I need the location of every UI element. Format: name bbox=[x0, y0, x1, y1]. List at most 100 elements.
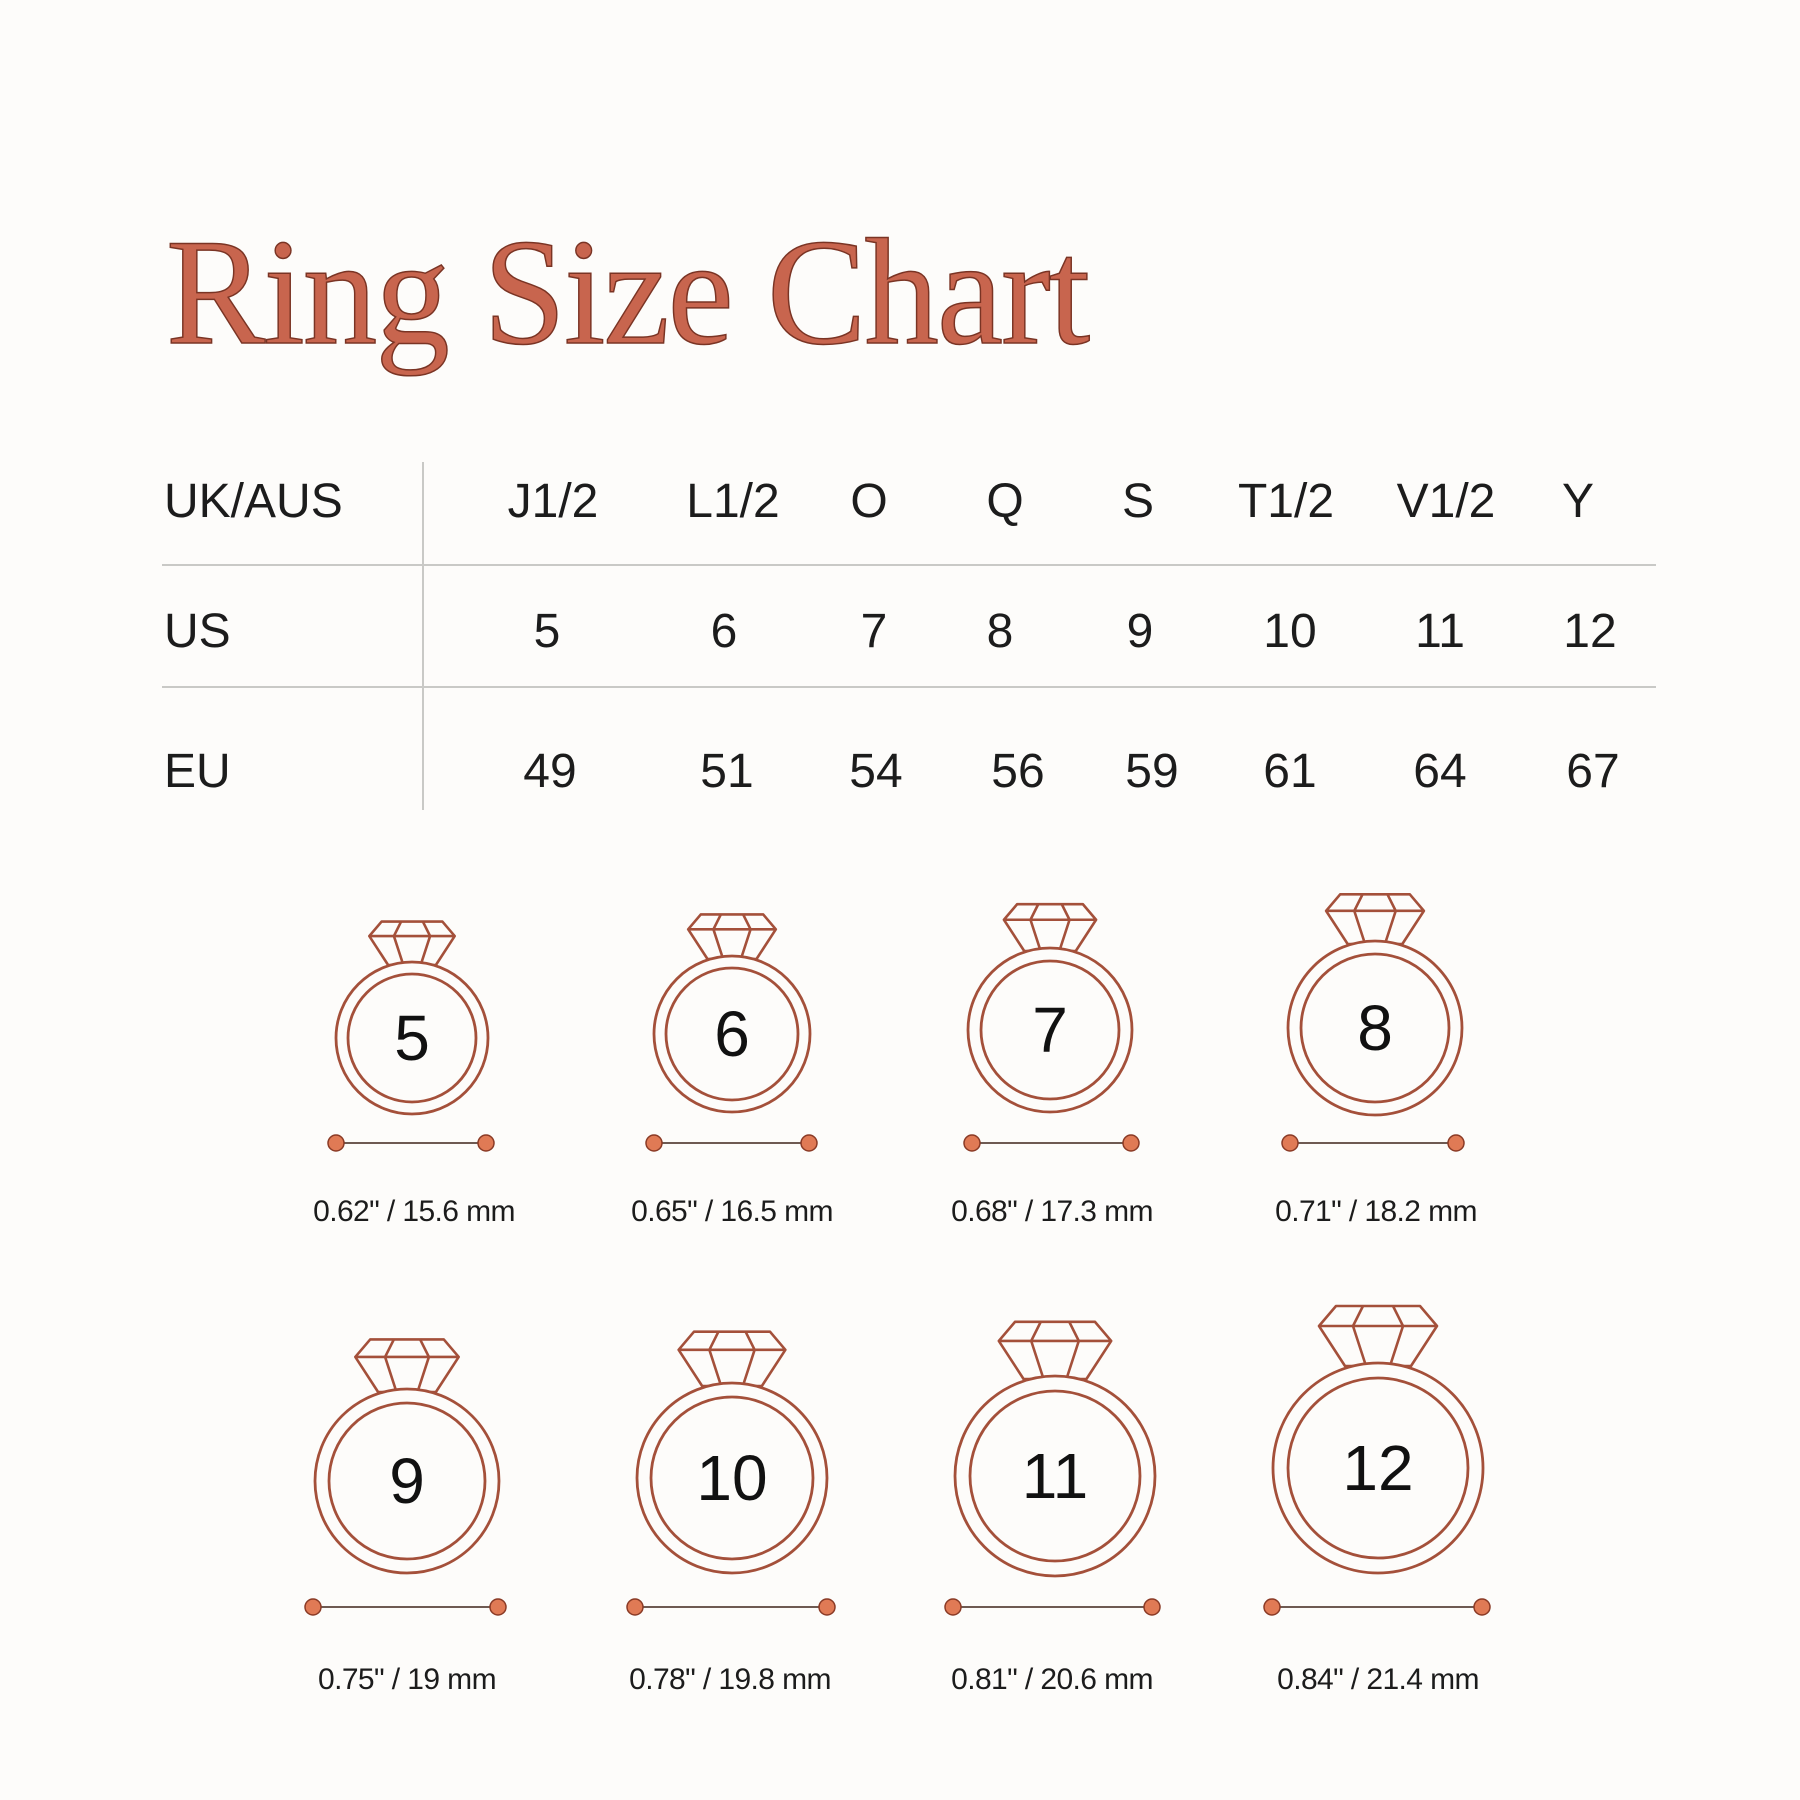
table-cell: Y bbox=[1561, 475, 1595, 528]
ring-diameter-label: 0.81" / 20.6 mm bbox=[951, 1663, 1153, 1696]
diameter-measure-line bbox=[1263, 1598, 1491, 1616]
ring-band-inner bbox=[327, 1401, 487, 1561]
diameter-measure-line bbox=[304, 1598, 507, 1616]
diameter-measure-line bbox=[944, 1598, 1161, 1616]
table-cell: 51 bbox=[700, 745, 754, 798]
diamond-icon bbox=[1002, 902, 1098, 953]
table-cell: S bbox=[1121, 475, 1155, 528]
ring-icon-size-10: 10 bbox=[635, 1330, 829, 1575]
table-row-divider bbox=[162, 686, 1656, 688]
ring-us-size: 10 bbox=[696, 1442, 767, 1514]
measure-dot-icon bbox=[818, 1598, 836, 1616]
measure-dot-icon bbox=[327, 1134, 345, 1152]
ring-diameter-label: 0.75" / 19 mm bbox=[318, 1663, 497, 1696]
table-cell: 67 bbox=[1566, 745, 1620, 798]
ring-icon-size-12: 12 bbox=[1271, 1304, 1485, 1575]
table-cell: 11 bbox=[1415, 605, 1465, 658]
measure-dot-icon bbox=[800, 1134, 818, 1152]
ring-diameter-label: 0.68" / 17.3 mm bbox=[951, 1195, 1153, 1228]
table-cell: V1/2 bbox=[1396, 475, 1496, 528]
ring-band-outer bbox=[635, 1381, 829, 1575]
diameter-measure-line bbox=[626, 1598, 836, 1616]
diamond-icon bbox=[677, 1330, 787, 1388]
ring-band-outer bbox=[334, 960, 490, 1116]
ring-us-size: 5 bbox=[394, 1002, 430, 1074]
measure-dot-icon bbox=[626, 1598, 644, 1616]
table-cell: O bbox=[850, 475, 888, 528]
ring-us-size: 6 bbox=[714, 998, 750, 1070]
measure-dot-icon bbox=[1473, 1598, 1491, 1616]
ring-band-outer bbox=[1271, 1361, 1485, 1575]
diamond-icon bbox=[354, 1338, 460, 1394]
ring-band-outer bbox=[652, 954, 812, 1114]
diameter-measure-line bbox=[645, 1134, 818, 1152]
ring-band-outer bbox=[313, 1387, 501, 1575]
measure-dot-icon bbox=[1122, 1134, 1140, 1152]
measure-dot-icon bbox=[944, 1598, 962, 1616]
table-cell: T1/2 bbox=[1237, 475, 1335, 528]
measure-dot-icon bbox=[645, 1134, 663, 1152]
measure-dot-icon bbox=[1263, 1598, 1281, 1616]
table-cell: 61 bbox=[1263, 745, 1317, 798]
measure-dot-icon bbox=[1281, 1134, 1299, 1152]
ring-band-inner bbox=[1299, 952, 1451, 1104]
measure-dot-icon bbox=[1447, 1134, 1465, 1152]
ring-band-inner bbox=[979, 959, 1121, 1101]
ring-icon-size-6: 6 bbox=[652, 913, 812, 1114]
measure-dot-icon bbox=[1143, 1598, 1161, 1616]
ring-us-size: 8 bbox=[1357, 992, 1393, 1064]
page-title: Ring Size Chart bbox=[165, 208, 1091, 376]
ring-band-outer bbox=[966, 946, 1134, 1114]
ring-us-size: 11 bbox=[1022, 1440, 1088, 1512]
table-cell: 56 bbox=[991, 745, 1045, 798]
measure-dot-icon bbox=[489, 1598, 507, 1616]
ring-band-inner bbox=[664, 966, 800, 1102]
ring-diameter-label: 0.78" / 19.8 mm bbox=[629, 1663, 831, 1696]
ring-icon-size-7: 7 bbox=[966, 902, 1134, 1114]
ring-band-outer bbox=[953, 1374, 1157, 1578]
table-cell: 6 bbox=[710, 605, 738, 658]
table-cell: 5 bbox=[533, 605, 561, 658]
diamond-icon bbox=[1324, 892, 1426, 946]
row-label-eu: EU bbox=[164, 745, 231, 798]
ring-diameter-label: 0.62" / 15.6 mm bbox=[313, 1195, 515, 1228]
ring-diameter-label: 0.71" / 18.2 mm bbox=[1275, 1195, 1477, 1228]
measure-dot-icon bbox=[963, 1134, 981, 1152]
ring-diameter-label: 0.65" / 16.5 mm bbox=[631, 1195, 833, 1228]
table-cell: 12 bbox=[1563, 605, 1617, 658]
table-cell: 49 bbox=[523, 745, 577, 798]
diameter-measure-line bbox=[963, 1134, 1140, 1152]
ring-band-inner bbox=[649, 1395, 815, 1561]
ring-icon-size-5: 5 bbox=[334, 920, 490, 1116]
ring-icon-size-11: 11 bbox=[953, 1320, 1157, 1578]
measure-dot-icon bbox=[477, 1134, 495, 1152]
diamond-icon bbox=[686, 913, 778, 961]
table-cell: J1/2 bbox=[507, 475, 599, 528]
table-cell: 64 bbox=[1413, 745, 1467, 798]
diameter-measure-line bbox=[1281, 1134, 1465, 1152]
table-cell: 54 bbox=[849, 745, 903, 798]
ring-us-size: 7 bbox=[1032, 994, 1068, 1066]
table-cell: 10 bbox=[1263, 605, 1317, 658]
table-cell: Q bbox=[986, 475, 1024, 528]
ring-band-inner bbox=[1286, 1376, 1470, 1560]
ring-diameter-label: 0.84" / 21.4 mm bbox=[1277, 1663, 1479, 1696]
row-label-uk-aus: UK/AUS bbox=[164, 475, 343, 528]
diameter-measure-line bbox=[327, 1134, 495, 1152]
ring-icon-size-9: 9 bbox=[313, 1338, 501, 1575]
row-label-us: US bbox=[164, 605, 231, 658]
diamond-icon bbox=[997, 1320, 1113, 1381]
table-row-divider bbox=[162, 564, 1656, 566]
table-cell: L1/2 bbox=[686, 475, 780, 528]
ring-icon-size-8: 8 bbox=[1286, 892, 1464, 1117]
diamond-icon bbox=[1317, 1304, 1439, 1368]
table-cell: 9 bbox=[1126, 605, 1154, 658]
table-cell: 59 bbox=[1125, 745, 1179, 798]
ring-band-inner bbox=[346, 972, 478, 1104]
diamond-icon bbox=[367, 920, 457, 967]
ring-us-size: 12 bbox=[1342, 1432, 1413, 1504]
table-cell: 7 bbox=[860, 605, 888, 658]
table-column-divider bbox=[422, 462, 424, 810]
measure-dot-icon bbox=[304, 1598, 322, 1616]
